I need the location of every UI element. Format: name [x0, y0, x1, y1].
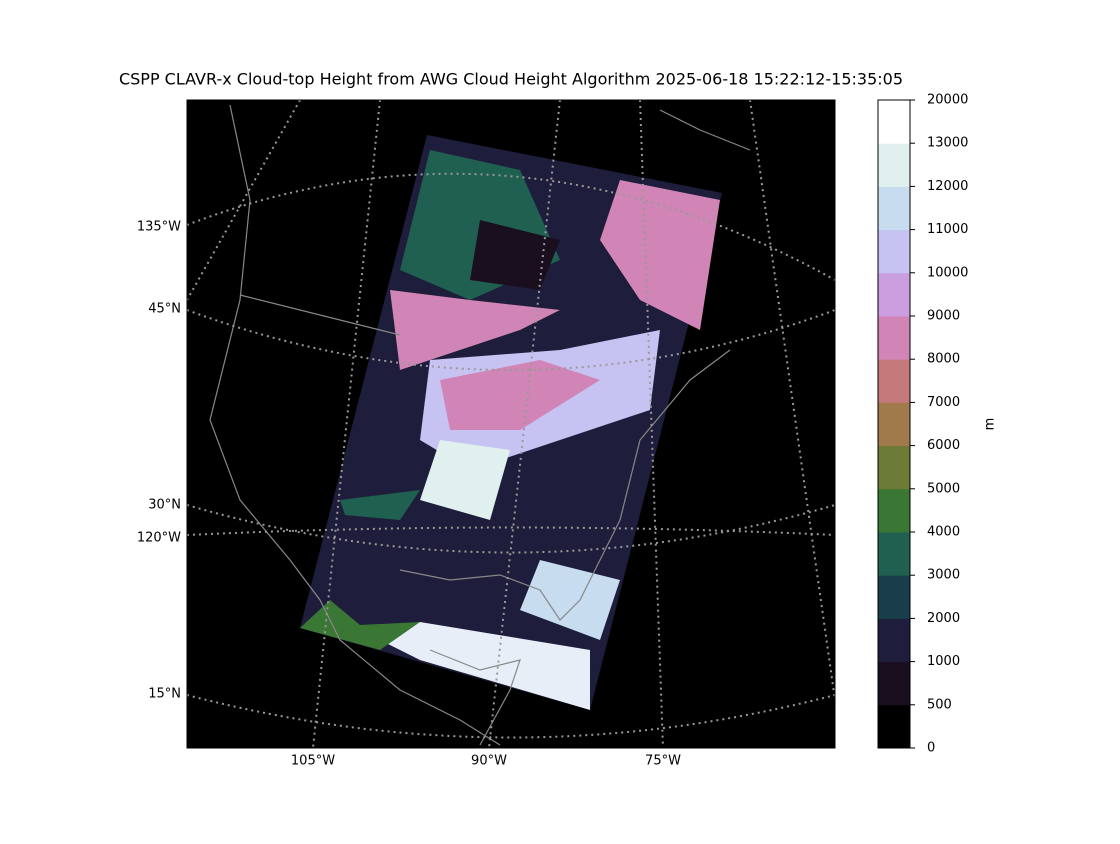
map — [187, 100, 835, 748]
lon-label: 90°W — [471, 754, 507, 769]
colorbar-segment — [878, 402, 910, 447]
lon-label: 105°W — [291, 754, 335, 769]
colorbar-tick-label: 4000 — [927, 525, 960, 540]
colorbar-tick-label: 9000 — [927, 309, 960, 324]
colorbar-tick-label: 7000 — [927, 395, 960, 410]
colorbar-tick-label: 500 — [927, 697, 952, 712]
colorbar-segment — [878, 532, 910, 576]
colorbar-tick-label: 10000 — [927, 265, 968, 280]
colorbar-tick-label: 20000 — [927, 93, 968, 108]
colorbar-tick-label: 1000 — [927, 654, 960, 669]
lat-label: 45°N — [148, 302, 181, 317]
colorbar-segment — [878, 488, 910, 533]
map-frame — [186, 99, 836, 749]
coastlines — [209, 104, 751, 746]
lon-label: 120°W — [137, 531, 181, 546]
colorbar-tick-label: 2000 — [927, 611, 960, 626]
cloud — [420, 440, 510, 520]
cloud — [360, 622, 590, 710]
colorbar-tick-label: 3000 — [927, 568, 960, 583]
colorbar-tick-label: 8000 — [927, 352, 960, 367]
title: CSPP CLAVR-x Cloud-top Height from AWG C… — [119, 70, 903, 89]
colorbar-frame — [877, 99, 911, 749]
colorbar-segment — [878, 575, 910, 619]
colorbar-segment — [878, 143, 910, 187]
colorbar-segment — [878, 316, 910, 360]
colorbar-segment — [878, 618, 910, 663]
colorbar-segment — [878, 661, 910, 706]
cloud — [340, 490, 420, 520]
colorbar-segment — [878, 272, 910, 317]
cloud — [440, 360, 600, 430]
colorbar-segment — [878, 229, 910, 274]
colorbar-tick-label: 0 — [927, 741, 935, 756]
lon-label: 75°W — [645, 754, 681, 769]
cloud — [520, 560, 620, 640]
colorbar-tick-label: 12000 — [927, 179, 968, 194]
colorbar-segment — [878, 100, 910, 144]
cloud — [300, 600, 420, 650]
lon-label: 135°W — [137, 220, 181, 235]
cloud — [390, 290, 560, 370]
colorbar-tick-label: 5000 — [927, 481, 960, 496]
colorbar-segment — [878, 186, 910, 231]
colorbar-tick-label: 6000 — [927, 438, 960, 453]
colorbar-segment — [878, 359, 910, 403]
lat-label: 15°N — [148, 687, 181, 702]
colorbar-segment — [878, 445, 910, 490]
graticule — [187, 100, 835, 748]
cloud — [600, 180, 720, 330]
colorbar-label: m — [983, 418, 998, 431]
cloud — [470, 220, 560, 290]
lat-label: 30°N — [148, 498, 181, 513]
colorbar-tick-label: 13000 — [927, 136, 968, 151]
colorbar-segment — [878, 704, 910, 749]
colorbar-tick-label: 11000 — [927, 222, 968, 237]
